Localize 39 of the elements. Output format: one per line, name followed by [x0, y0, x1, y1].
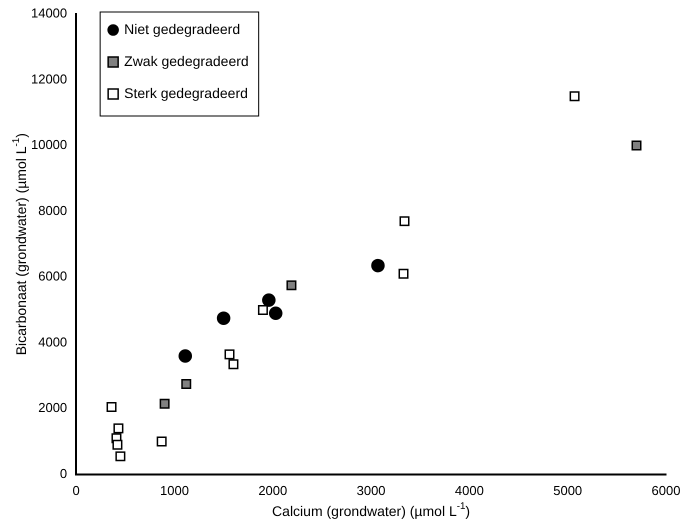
x-tick-label: 5000	[553, 482, 582, 498]
y-tick-label: 12000	[30, 71, 68, 86]
x-tick-label: 4000	[454, 482, 484, 498]
point	[228, 359, 238, 370]
legend-label: Zwak gedegradeerd	[124, 52, 249, 69]
point	[113, 423, 124, 434]
point	[400, 216, 410, 226]
point	[262, 293, 276, 307]
y-axis-title: Bicarbonaat (grondwater) (µmol L-1)	[11, 133, 29, 356]
y-tick-label: 10000	[30, 137, 68, 152]
point	[216, 311, 230, 325]
point	[178, 349, 192, 363]
point	[112, 440, 122, 450]
point	[156, 436, 167, 447]
point	[258, 304, 268, 315]
point	[398, 268, 409, 279]
y-tick-label: 6000	[38, 268, 68, 284]
point	[106, 402, 117, 412]
point	[224, 349, 235, 360]
x-tick-label: 3000	[356, 482, 386, 498]
y-tick-label: 4000	[38, 334, 68, 350]
point	[371, 258, 385, 272]
point	[632, 140, 642, 151]
point	[286, 280, 296, 290]
legend-label: Sterk gedegradeerd	[124, 84, 248, 101]
y-tick-label: 14000	[30, 6, 68, 21]
y-tick-label: 2000	[38, 400, 68, 416]
x-tick-label: 2000	[258, 482, 288, 498]
y-tick-label: 8000	[38, 202, 68, 218]
point	[181, 378, 192, 389]
x-tick-label: 0	[72, 482, 80, 498]
point	[160, 398, 170, 409]
y-tick-label: 0	[60, 466, 68, 481]
x-tick-label: 1000	[160, 482, 189, 498]
point	[570, 91, 580, 102]
point	[268, 306, 282, 320]
legend-label: Niet gedegradeerd	[124, 20, 240, 37]
x-tick-label: 6000	[652, 482, 680, 498]
point	[115, 451, 126, 462]
